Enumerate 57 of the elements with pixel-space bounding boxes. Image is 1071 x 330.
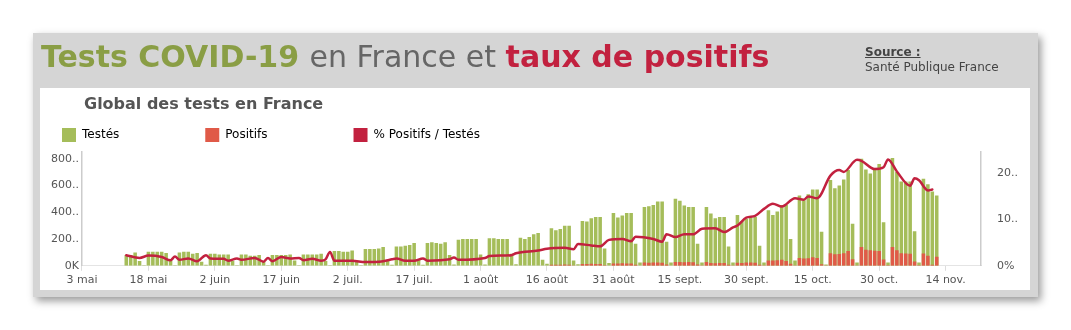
- x-tick-label: 3 mai: [66, 273, 98, 287]
- y-tick-label: 800..: [50, 151, 79, 165]
- bar: [846, 251, 850, 266]
- bar: [722, 216, 726, 266]
- bar: [616, 217, 620, 266]
- x-tick-label: 16 août: [525, 273, 569, 287]
- text: Santé Publique France: [865, 60, 999, 75]
- bar: [443, 242, 447, 266]
- line-series: [125, 158, 934, 264]
- bar: [864, 249, 868, 266]
- x-tick-label: 17 juin: [262, 273, 301, 287]
- bar: [678, 262, 682, 266]
- bar: [629, 212, 633, 266]
- bar: [833, 254, 837, 266]
- x-tick-label: 14 nov.: [925, 273, 966, 287]
- x-tick-label: 17 juil.: [395, 273, 433, 287]
- x-tick-label: 1 août: [462, 273, 499, 287]
- source-note: Source :: [865, 45, 922, 60]
- bar: [802, 258, 806, 266]
- x-tick-label: 2 juin: [199, 273, 231, 287]
- y-tick-label: 0K: [64, 258, 80, 272]
- bar: [492, 238, 496, 266]
- y-tick-label: 600..: [50, 178, 79, 192]
- legend-label: % Positifs / Testés: [373, 127, 552, 142]
- bar: [908, 253, 912, 266]
- bar: [598, 216, 602, 266]
- bar: [647, 206, 651, 266]
- bar: [585, 221, 589, 266]
- bar: [926, 255, 930, 266]
- legend-label: Positifs: [225, 127, 340, 142]
- bar: [771, 260, 775, 266]
- x-tick-label: 15 oct.: [793, 273, 832, 287]
- y2-tick-label: 0%: [997, 258, 1015, 272]
- bar: [895, 250, 899, 266]
- bar: [474, 239, 478, 266]
- y2-tick-label: 10..: [997, 212, 1019, 226]
- bar: [691, 262, 695, 266]
- bar: [815, 258, 819, 266]
- bar: [523, 239, 527, 266]
- x-tick-label: 15 sept.: [657, 273, 703, 287]
- x-tick-label: 31 août: [592, 273, 636, 287]
- bar: [536, 233, 540, 266]
- bar: [784, 261, 788, 266]
- bar: [877, 251, 881, 266]
- y-tick-label: 400..: [50, 205, 79, 219]
- chart-title: Tests COVID-19 en France et taux de positifs: [41, 39, 770, 74]
- legend-label: Testés: [81, 127, 192, 142]
- chart-subtitle: Global des tests en France: [84, 94, 324, 113]
- x-tick-label: 18 mai: [129, 273, 168, 287]
- x-tick-label: 30 oct.: [860, 273, 899, 287]
- y2-tick-label: 20..: [997, 166, 1019, 180]
- bar: [554, 230, 558, 266]
- x-tick-label: 2 juil.: [332, 273, 363, 287]
- bar: [567, 225, 571, 266]
- y-tick-label: 200..: [50, 231, 79, 245]
- x-tick-label: 30 sept.: [723, 273, 769, 287]
- bar: [753, 216, 757, 266]
